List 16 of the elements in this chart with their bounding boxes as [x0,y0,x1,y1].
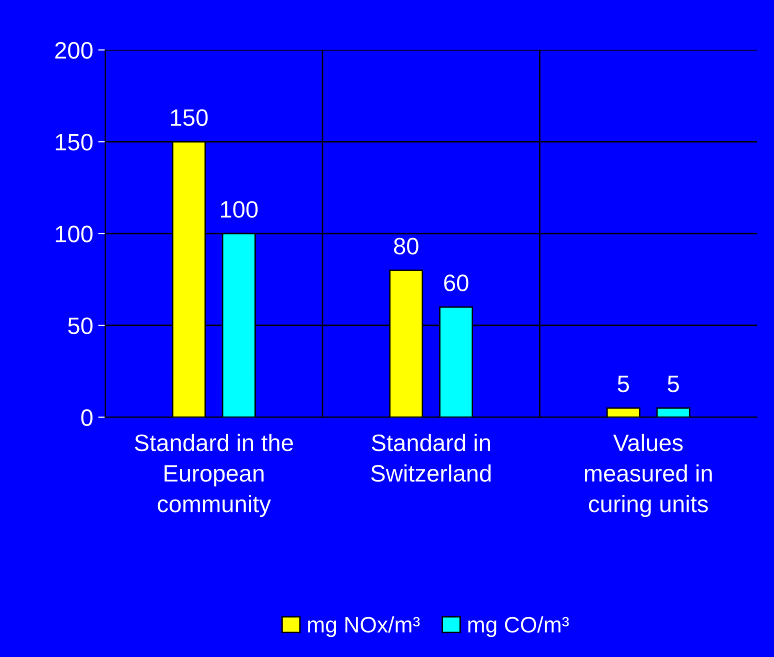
x-tick-label: Values measured in curing units [584,434,712,517]
data-label: 150 [171,109,208,126]
y-tick-label: 50 [68,317,93,334]
data-label: 5 [668,376,679,392]
data-label: 100 [220,201,258,218]
x-tick-label: Standard in the European community [134,434,293,517]
y-tick-label: 200 [55,42,93,59]
legend-label: mg NOx/m³ [308,616,420,637]
x-tick-label: Standard in Switzerland [371,434,491,482]
data-label: 60 [444,274,468,292]
data-label: 5 [618,376,629,392]
data-label: 80 [394,238,418,255]
legend-label: mg CO/m³ [468,616,569,637]
y-tick-label: 0 [81,409,93,426]
y-tick-label: 100 [56,226,93,242]
y-tick-label: 150 [56,134,93,151]
